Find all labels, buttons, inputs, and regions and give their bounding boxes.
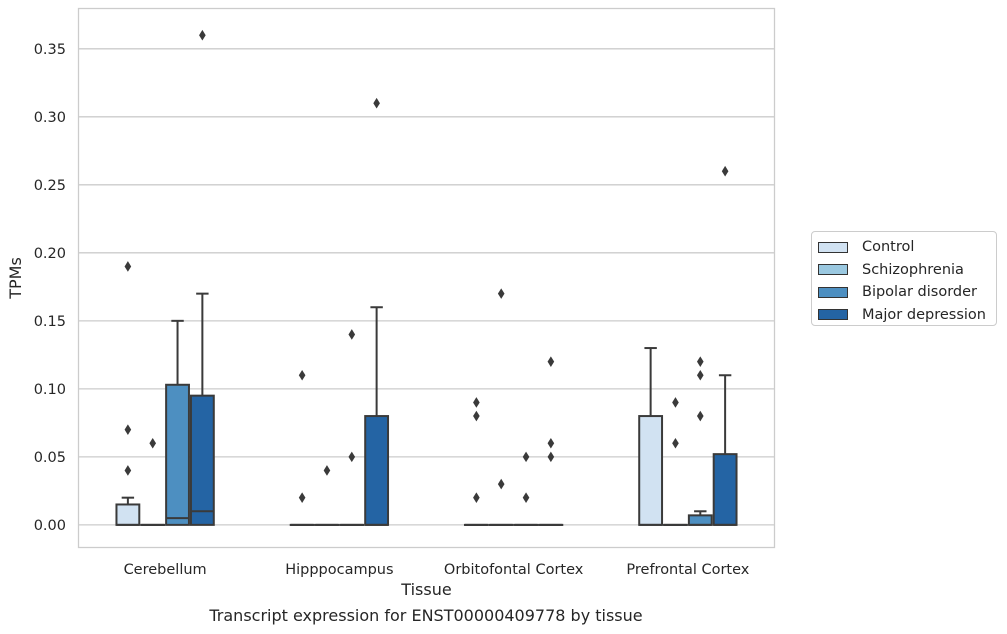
- legend-item: Bipolar disorder: [818, 281, 996, 304]
- outlier-point: [547, 356, 555, 367]
- outlier-point: [373, 97, 380, 109]
- y-tick-label: 0.35: [34, 42, 66, 58]
- outlier-point: [298, 492, 306, 503]
- box-schizophrenia: [488, 288, 514, 526]
- outlier-point: [547, 437, 555, 449]
- box-bipolar-disorder: [513, 451, 539, 526]
- box-schizophrenia: [663, 397, 688, 526]
- outlier-point: [348, 451, 356, 463]
- box-control: [463, 397, 489, 526]
- outlier-point: [348, 329, 356, 340]
- plot-frame: [77, 7, 776, 549]
- box-body: [687, 514, 713, 526]
- legend-item: Major depression: [818, 304, 996, 327]
- legend-label: Control: [862, 239, 915, 256]
- x-tick-label: Cerebellum: [124, 562, 207, 578]
- legend-label: Bipolar disorder: [862, 284, 977, 301]
- outlier-point: [672, 437, 679, 449]
- outlier-point: [497, 288, 505, 299]
- outlier-point: [473, 410, 480, 422]
- legend-swatch: [818, 286, 848, 298]
- box-body: [364, 415, 390, 526]
- outlier-point: [721, 165, 729, 177]
- box-major-depression: [538, 356, 564, 526]
- box-bipolar-disorder: [165, 319, 190, 526]
- y-tick-label: 0.30: [34, 110, 66, 126]
- y-tick-label: 0.10: [34, 382, 66, 398]
- box-body: [189, 394, 215, 526]
- box-major-depression: [712, 165, 738, 526]
- legend: Control Schizophrenia Bipolar disorder Majo…: [811, 231, 997, 326]
- x-tick-label: Prefrontal Cortex: [626, 562, 749, 578]
- x-tick-label: Orbitofontal Cortex: [444, 562, 584, 578]
- outlier-point: [672, 397, 679, 408]
- tick-labels: 0.00 0.05 0.10 0.15 0.20 0.25 0.30 0.35 Cerebell…: [34, 42, 750, 578]
- box-bipolar-disorder: [339, 329, 365, 526]
- y-tick-label: 0.15: [34, 314, 66, 330]
- box-body: [165, 383, 190, 526]
- box-control: [638, 347, 664, 526]
- outlier-point: [696, 356, 704, 367]
- outlier-point: [547, 451, 555, 463]
- x-tick-label: Hipppocampus: [285, 562, 393, 578]
- box-control: [289, 369, 315, 526]
- outlier-point: [473, 397, 480, 408]
- box-body: [115, 503, 141, 526]
- legend-swatch: [818, 264, 848, 276]
- outlier-point: [298, 369, 306, 381]
- outlier-point: [199, 29, 206, 41]
- y-tick-label: 0.20: [34, 246, 66, 262]
- outlier-point: [696, 369, 704, 381]
- box-body: [712, 453, 738, 526]
- legend-swatch: [818, 309, 848, 321]
- chart-title: Transcript expression for ENST0000040977…: [209, 606, 643, 625]
- outlier-point: [522, 492, 530, 503]
- outlier-point: [149, 437, 157, 449]
- box-control: [115, 261, 141, 526]
- box-bipolar-disorder: [687, 356, 713, 526]
- box-major-depression: [364, 97, 390, 526]
- legend-item: Schizophrenia: [818, 259, 996, 282]
- outlier-point: [124, 424, 132, 435]
- box-body: [638, 415, 664, 526]
- y-tick-label: 0.00: [34, 518, 66, 534]
- y-tick-label: 0.25: [34, 178, 66, 194]
- outlier-point: [323, 465, 331, 476]
- box-schizophrenia: [140, 437, 166, 526]
- outlier-point: [124, 261, 132, 272]
- legend-item: Control: [818, 236, 996, 259]
- y-axis-title: TPMs: [6, 257, 25, 300]
- outlier-point: [473, 492, 480, 503]
- box-series-layer: [115, 29, 738, 526]
- outlier-point: [497, 478, 505, 490]
- box-major-depression: [189, 29, 215, 526]
- outlier-point: [696, 410, 704, 422]
- outlier-point: [522, 451, 530, 463]
- y-tick-label: 0.05: [34, 450, 66, 466]
- x-axis-title: Tissue: [400, 580, 451, 599]
- legend-swatch: [818, 241, 848, 253]
- outlier-point: [124, 465, 132, 476]
- legend-label: Major depression: [862, 306, 986, 323]
- box-schizophrenia: [314, 465, 340, 526]
- legend-label: Schizophrenia: [862, 261, 964, 278]
